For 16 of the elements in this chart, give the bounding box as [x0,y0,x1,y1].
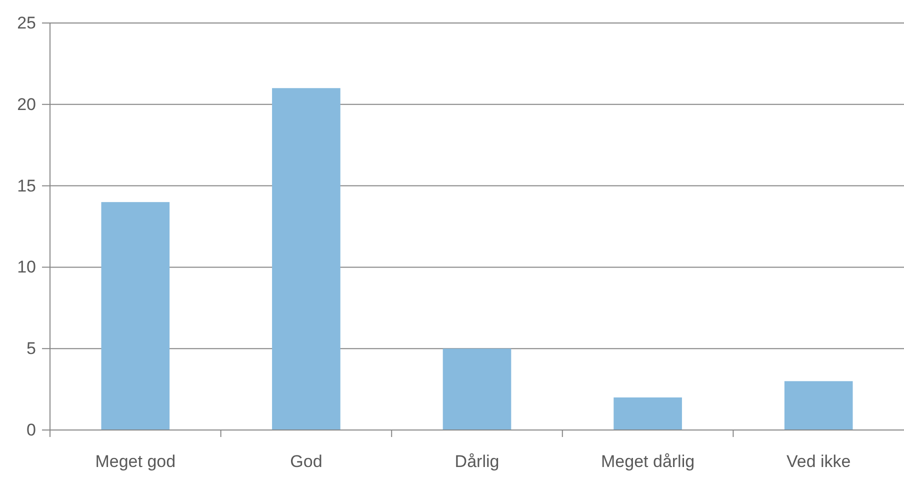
x-tick-label: Dårlig [454,452,500,472]
bar [784,381,853,430]
bar [272,88,340,430]
bar [614,397,682,430]
bar [442,348,512,430]
x-tick-label: Ved ikke [786,452,851,472]
y-tick-label: 10 [17,258,36,277]
bar [101,202,170,430]
y-tick-label: 5 [26,339,36,358]
y-tick-label: 0 [26,420,36,440]
y-tick-label: 15 [17,176,36,196]
y-tick-label: 25 [17,13,36,32]
x-tick-label: God [290,452,322,472]
x-tick-label: Meget dårlig [601,452,695,472]
y-tick-label: 20 [17,94,36,114]
x-tick-label: Meget god [95,452,176,472]
